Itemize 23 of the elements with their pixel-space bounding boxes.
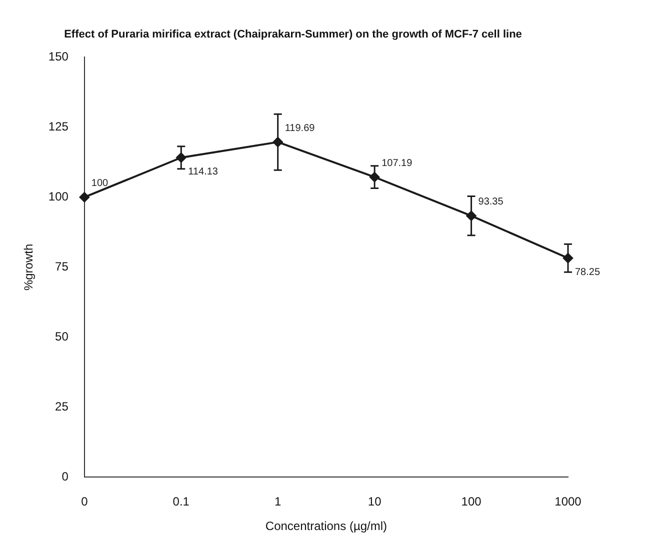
x-tick-label: 100 — [461, 494, 482, 509]
x-tick-label: 1 — [274, 494, 282, 509]
chart-title: Effect of Puraria mirifica extract (Chaiprakarn-Summer) on the growth of MCF-7 cell line — [64, 28, 522, 41]
y-tick-label: 150 — [48, 50, 69, 64]
x-tick-label: 10 — [368, 494, 382, 509]
data-label: 107.19 — [382, 158, 413, 169]
y-tick-label: 75 — [55, 260, 69, 274]
point — [79, 192, 90, 202]
x-tick-label: 0.1 — [172, 494, 190, 509]
data-label: 100 — [91, 178, 109, 189]
x-axis-title: Concentrations (µg/ml) — [265, 519, 388, 534]
y-tick-label: 100 — [48, 190, 69, 204]
data-label: 93.35 — [478, 196, 504, 208]
data-label: 114.13 — [188, 166, 218, 178]
y-tick-label: 125 — [48, 120, 69, 134]
data-label: 119.69 — [284, 122, 316, 134]
data-label: 78.25 — [575, 266, 600, 278]
y-axis-title: %growth — [22, 244, 36, 291]
x-tick-label: 0 — [81, 494, 88, 509]
y-tick-label: 25 — [55, 400, 69, 414]
y-tick-label: 50 — [55, 330, 69, 344]
y-tick-label: 0 — [62, 470, 69, 484]
x-tick-label: 1000 — [554, 494, 582, 509]
